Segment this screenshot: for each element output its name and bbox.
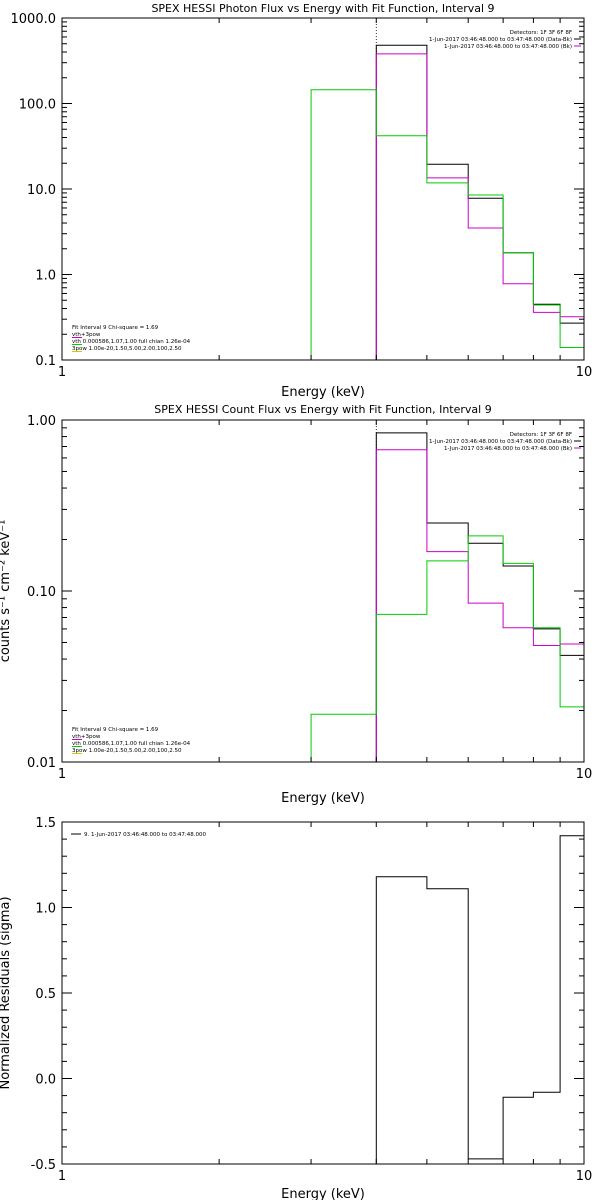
series-line-1 [375,835,585,1164]
info-text: 1-Jun-2017 03:46:48.000 to 03:47:48.000 … [444,446,572,452]
chart-panel-1: SPEX HESSI Photon Flux vs Energy with Fi… [11,2,593,400]
info-text: Detectors: 1F 3F 6F 8F [510,30,572,36]
y-tick-label: 1.0 [35,902,56,917]
y-axis-label: counts s⁻¹ cm⁻² keV⁻¹ [0,520,13,663]
info-text: 1-Jun-2017 03:46:48.000 to 03:47:48.000 … [444,44,572,50]
plot-frame [61,821,585,1165]
y-tick-label: 0.1 [35,354,56,369]
legend-entry: vth+3pow [72,734,101,740]
plot-frame [61,17,585,361]
y-tick-label: 10.0 [27,183,56,198]
series-line-2 [375,449,585,762]
chart-panel-3: 1 10 -0.5 0.0 0.5 1.0 1.5 Energy (keV) Normalize… [0,816,592,1200]
y-tick-label: 1.0 [35,269,56,284]
legend-entry: vth+3pow [72,332,101,338]
legend-entry: 3pow 1.00e-20,1.50,5.00,2.00,100,2.50 [72,748,182,754]
y-tick-label: 1000.0 [11,12,57,27]
x-tick-label: 1 [58,767,66,782]
legend-entry: 3pow 1.00e-20,1.50,5.00,2.00,100,2.50 [72,346,182,352]
series-line-2 [375,53,585,360]
series-line-3 [310,535,585,762]
x-tick-label: 10 [576,1169,593,1184]
info-text: 1-Jun-2017 03:46:48.000 to 03:47:48.000 … [429,439,572,445]
legend-entry: Fit Interval 9 Chi-square = 1.69 [72,325,159,331]
x-tick-label: 10 [576,767,593,782]
series-line-1 [375,432,585,762]
x-axis-label: Energy (keV) [281,791,365,806]
legend-entry: Fit Interval 9 Chi-square = 1.69 [72,727,159,733]
chart-title: SPEX HESSI Count Flux vs Energy with Fit… [154,403,491,416]
chart-title: SPEX HESSI Photon Flux vs Energy with Fi… [151,2,494,15]
y-tick-label: 0.0 [35,1073,56,1088]
legend-entry: vth 0.000586,1.07,1.00 full chian 1.26e-… [72,339,191,345]
info-text: Detectors: 1F 3F 6F 8F [510,432,572,438]
x-axis-label: Energy (keV) [281,1187,365,1200]
info-text: 1-Jun-2017 03:46:48.000 to 03:47:48.000 … [429,37,572,43]
legend-entry: 9. 1-Jun-2017 03:46:48.000 to 03:47:48.0… [84,832,207,838]
y-axis-label: Normalized Residuals (sigma) [0,896,13,1089]
x-axis-label: Energy (keV) [281,385,365,400]
legend-entry: vth 0.000586,1.07,1.00 full chian 1.26e-… [72,741,191,747]
y-tick-label: 1.5 [35,816,56,831]
x-tick-label: 10 [576,365,593,380]
y-tick-label: -0.5 [31,1158,56,1173]
x-tick-label: 1 [58,365,66,380]
y-tick-label: 0.10 [27,585,56,600]
y-tick-label: 0.01 [27,756,56,771]
plot-frame [61,419,585,763]
y-tick-label: 0.5 [35,987,56,1002]
y-tick-label: 1.00 [27,414,56,429]
x-tick-label: 1 [58,1169,66,1184]
chart-panel-2: SPEX HESSI Count Flux vs Energy with Fit… [0,403,592,806]
y-tick-label: 100.0 [19,98,56,113]
series-line-3 [310,89,585,360]
